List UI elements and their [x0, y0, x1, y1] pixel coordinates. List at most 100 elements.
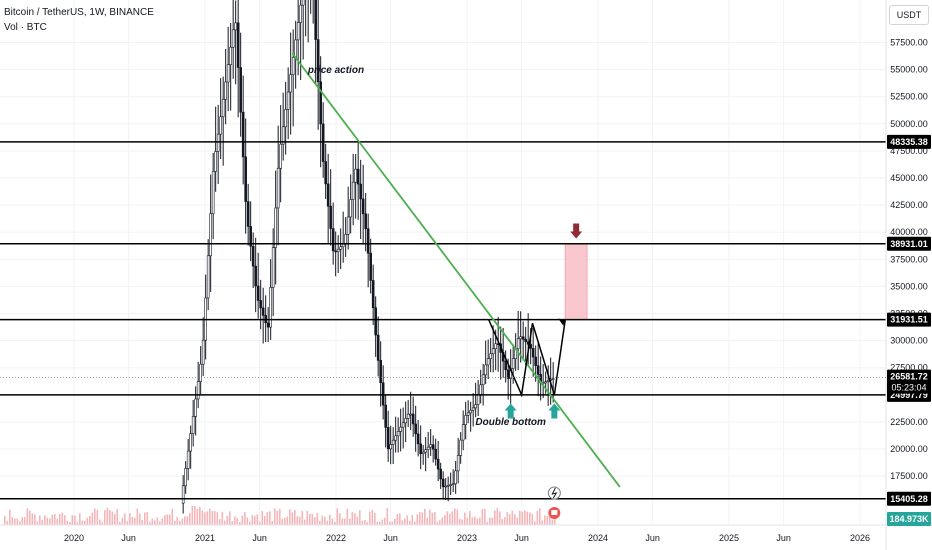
chart-annotations: price action Double bottom: [307, 65, 546, 428]
candle-body: [404, 418, 407, 424]
volume-bar: [516, 517, 519, 525]
candle-body: [384, 404, 387, 428]
candle-body: [186, 450, 190, 469]
y-tick-label: 35000.00: [890, 281, 928, 291]
time-axis[interactable]: 2020 Jun 2021 Jun 2022 Jun 2023 Jun 2024 Jun 2025 J…: [0, 524, 932, 543]
volume-bar: [421, 512, 424, 525]
candle-body: [231, 29, 235, 48]
price-axis[interactable]: 57500.00 55000.00 52500.00 50000.00 47500.00…: [885, 0, 928, 550]
volume-bar: [404, 518, 406, 525]
volume-bar: [439, 520, 441, 525]
candle-body: [376, 334, 380, 361]
volume-bar: [71, 515, 74, 525]
y-tick-label: 47500.00: [890, 146, 928, 156]
lightning-icon-bolt: [551, 487, 558, 499]
candle-body: [386, 427, 390, 450]
volume-bar: [136, 508, 139, 525]
volume-bar: [121, 517, 124, 525]
volume-bar: [259, 521, 261, 525]
volume-bar: [341, 518, 344, 525]
candle-body: [341, 243, 345, 248]
volume-bar: [349, 518, 351, 525]
horizontal-levels[interactable]: [0, 141, 886, 500]
candle-body: [379, 360, 382, 384]
volume-bar: [366, 521, 369, 525]
volume-icons: [547, 486, 561, 519]
candle-body: [494, 343, 497, 350]
y-tick-label: 30000.00: [890, 336, 928, 346]
currency-unit-button[interactable]: USDT: [889, 5, 929, 25]
volume-bar: [76, 521, 79, 525]
volume-bar: [116, 509, 119, 525]
x-tick-label: 2024: [588, 533, 608, 543]
x-tick-label: 2022: [326, 533, 346, 543]
candle-body: [424, 449, 427, 453]
volume-bar: [269, 511, 271, 525]
candle-body: [519, 336, 522, 340]
candle-body: [216, 133, 220, 152]
volume-bar: [29, 510, 31, 525]
candle-body: [201, 339, 205, 365]
volume-bar: [129, 513, 131, 525]
volume-bar: [441, 517, 444, 525]
candle-body: [319, 81, 322, 125]
volume-bar: [189, 513, 191, 525]
volume-bar: [371, 509, 374, 525]
candle-body: [249, 226, 252, 247]
target-zone-box: [564, 243, 588, 321]
volume-bar: [274, 508, 276, 525]
volume-bar: [41, 519, 44, 525]
volume-bar: [284, 517, 286, 525]
volume-bar: [56, 518, 59, 525]
candle-body: [356, 168, 360, 185]
candle-body: [366, 228, 370, 254]
candle-body: [271, 247, 275, 288]
volume-bar: [364, 520, 366, 525]
x-tick-label: Jun: [645, 533, 660, 543]
candle-body: [244, 156, 247, 202]
candle-body: [296, 22, 300, 41]
candle-body: [426, 446, 430, 450]
candle-body: [331, 228, 335, 252]
candle-body: [279, 143, 282, 169]
volume-bar: [471, 517, 474, 525]
level-tag-bg: [887, 236, 931, 251]
volume-bar: [486, 521, 489, 525]
volume-bar: [4, 515, 6, 525]
candle-body: [324, 161, 327, 185]
candle-body: [339, 246, 342, 250]
x-tick-label: Jun: [252, 533, 267, 543]
volume-bar: [171, 508, 174, 525]
x-tick-label: 2025: [719, 533, 739, 543]
volume-bar: [124, 513, 126, 525]
candle-body: [219, 116, 222, 135]
candle-body: [314, 0, 317, 40]
volume-bar: [461, 519, 464, 525]
last-price-bg: [887, 369, 931, 394]
volume-bar: [286, 516, 289, 525]
volume-bar: [551, 519, 554, 525]
candle-body: [259, 300, 262, 309]
volume-bar: [289, 509, 291, 525]
candle-body: [421, 451, 425, 455]
volume-bar: [476, 518, 479, 525]
trendline[interactable]: [291, 52, 621, 488]
candle-body: [274, 207, 277, 248]
candle-body: [544, 381, 547, 384]
candle-body: [196, 381, 200, 400]
volume-bar: [114, 514, 116, 525]
volume-bar: [324, 516, 326, 525]
candle-body: [491, 348, 495, 354]
volume-bar: [154, 520, 156, 525]
volume-bar: [86, 517, 89, 525]
volume-bar: [21, 517, 24, 525]
volume-bar: [321, 515, 324, 525]
volume-bar: [399, 513, 401, 525]
target-zone: [564, 243, 588, 321]
volume-bar: [119, 521, 121, 525]
volume-bar: [106, 508, 109, 525]
volume-bar: [464, 512, 466, 525]
volume-bar: [69, 521, 71, 525]
level-tag-label: 38931.01: [890, 239, 928, 249]
